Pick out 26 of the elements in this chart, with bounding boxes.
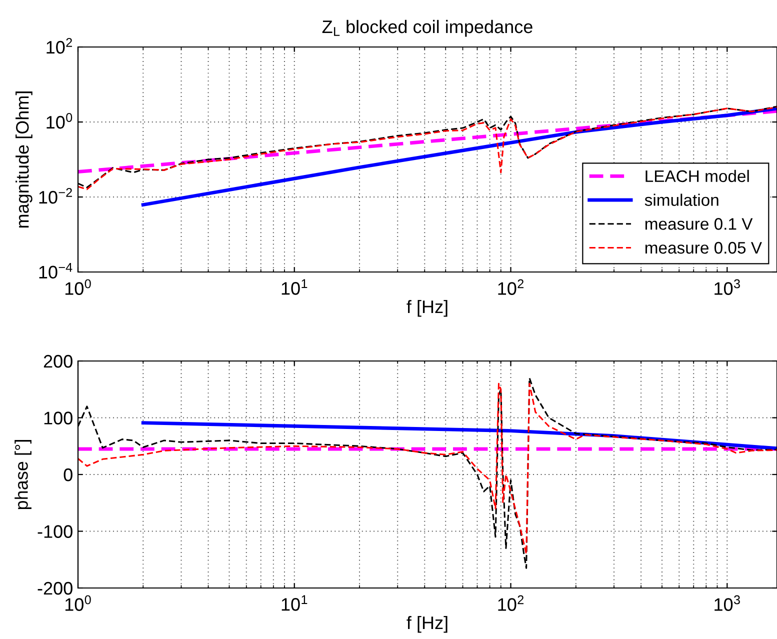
x-tick-label: 10$^{1}$ xyxy=(282,279,308,295)
x-tick-label: 10$^{3}$ xyxy=(714,595,740,611)
x-tick-label: 10$^{0}$ xyxy=(65,279,91,295)
y-axis-title: phase [°] xyxy=(14,440,32,510)
y-tick-label: -100 xyxy=(38,525,72,538)
y-tick-label: 10$^{−2}$ xyxy=(39,188,72,204)
y-tick-label: 200 xyxy=(44,354,72,368)
legend-label: measure 0.1 V xyxy=(645,218,753,230)
y-tick-label: 10$^{2}$ xyxy=(46,38,72,54)
y-axis-title: magnitude [Ohm] xyxy=(16,92,32,228)
x-axis-title: f [Hz] xyxy=(406,616,448,633)
legend-label: LEACH model xyxy=(646,170,749,182)
x-tick-label: 10$^{2}$ xyxy=(498,595,524,611)
legend-label: measure 0.05 V xyxy=(645,242,762,254)
x-tick-label: 10$^{1}$ xyxy=(282,595,308,611)
x-tick-label: 10$^{2}$ xyxy=(498,279,524,295)
x-tick-label: 10$^{3}$ xyxy=(714,279,740,295)
chart-title: Z$_{L}$ blocked coil impedance xyxy=(322,20,532,37)
y-tick-label: 10$^{0}$ xyxy=(46,113,72,129)
y-tick-label: 0 xyxy=(64,468,72,482)
y-tick-label: 10$^{−4}$ xyxy=(39,263,72,279)
x-tick-label: 10$^{0}$ xyxy=(65,595,91,611)
x-axis-title: f [Hz] xyxy=(406,300,448,317)
legend-label: simulation xyxy=(644,194,718,206)
y-tick-label: 100 xyxy=(44,412,72,424)
y-tick-label: -200 xyxy=(38,582,72,595)
